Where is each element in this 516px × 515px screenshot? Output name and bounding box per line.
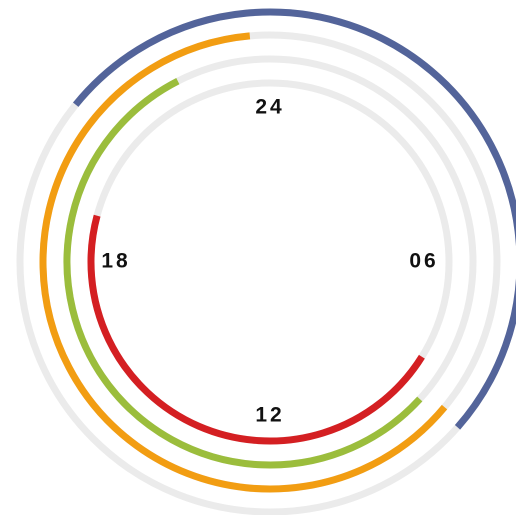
tick-label: 18 <box>101 250 130 273</box>
arc <box>39 32 448 493</box>
arc <box>87 214 425 445</box>
arc <box>63 78 423 469</box>
tick-label: 24 <box>255 96 284 119</box>
tick-label: 06 <box>409 250 438 273</box>
arc <box>72 8 516 430</box>
tick-label: 12 <box>255 404 284 427</box>
